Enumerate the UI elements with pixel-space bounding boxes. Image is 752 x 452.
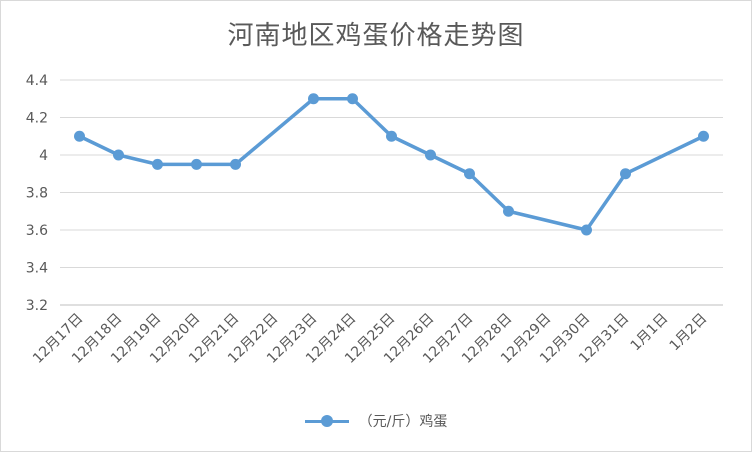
data-point bbox=[308, 93, 319, 105]
legend-marker bbox=[304, 414, 349, 427]
data-point bbox=[425, 149, 436, 161]
y-axis-ticks: 3.2 3.4 3.6 3.8 4 4.2 4.4 bbox=[26, 73, 48, 314]
data-point bbox=[230, 158, 241, 170]
x-tick-label: 1月2日 bbox=[667, 311, 711, 355]
data-point bbox=[698, 130, 709, 142]
data-point bbox=[191, 158, 202, 170]
data-point bbox=[581, 224, 592, 236]
legend-label: （元/斤）鸡蛋 bbox=[358, 414, 448, 430]
series-line bbox=[77, 97, 706, 232]
y-tick-label: 4.2 bbox=[26, 111, 48, 127]
data-point bbox=[347, 93, 358, 105]
y-tick-label: 3.8 bbox=[26, 186, 48, 202]
x-tick-label: 1月1日 bbox=[628, 311, 672, 355]
chart-title: 河南地区鸡蛋价格走势图 bbox=[227, 21, 525, 51]
data-point bbox=[503, 205, 514, 217]
y-tick-label: 4.4 bbox=[26, 73, 48, 89]
data-point bbox=[386, 130, 397, 142]
gridlines bbox=[60, 79, 723, 306]
y-tick-label: 4 bbox=[39, 148, 48, 164]
y-tick-label: 3.4 bbox=[26, 261, 48, 277]
data-point bbox=[464, 168, 475, 180]
y-tick-label: 3.6 bbox=[26, 223, 48, 239]
x-axis-ticks: 12月17日12月18日12月19日12月20日12月21日12月22日12月2… bbox=[30, 311, 710, 367]
data-point bbox=[620, 168, 631, 180]
series-group bbox=[74, 93, 709, 236]
data-point bbox=[152, 158, 163, 170]
y-tick-label: 3.2 bbox=[26, 298, 48, 314]
legend: （元/斤）鸡蛋 bbox=[1, 407, 751, 435]
data-point bbox=[74, 130, 85, 142]
data-point bbox=[113, 149, 124, 161]
